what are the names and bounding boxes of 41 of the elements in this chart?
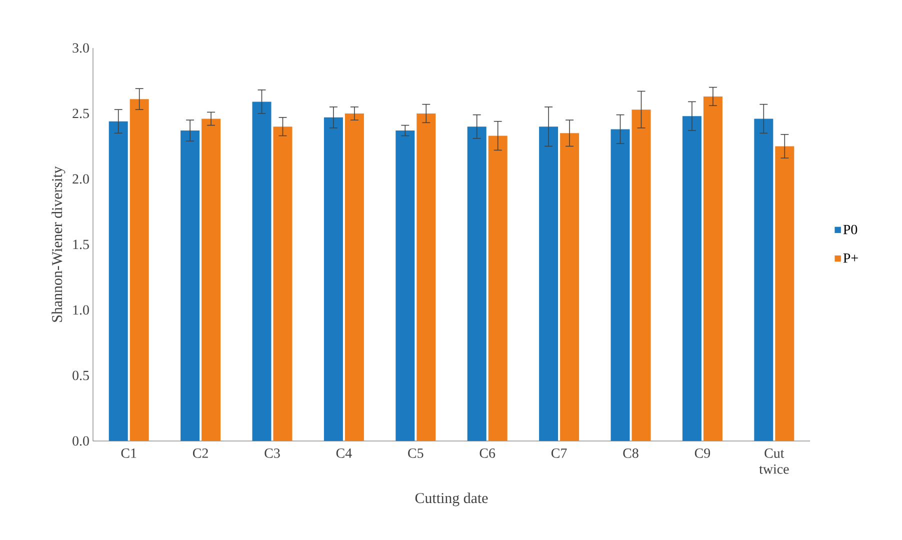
x-tick-label: C7 xyxy=(551,448,567,458)
bar xyxy=(108,121,128,441)
bar xyxy=(610,129,630,441)
bar xyxy=(632,110,651,441)
bar xyxy=(416,113,436,441)
y-tick-label: 2.0 xyxy=(72,174,89,184)
bar xyxy=(344,113,364,441)
bar xyxy=(682,116,702,441)
bar xyxy=(273,126,292,441)
y-axis-title: Shannon-Wiener diversity xyxy=(52,166,66,322)
x-tick-label: C3 xyxy=(264,448,280,458)
bar xyxy=(202,118,221,441)
bar xyxy=(560,133,580,441)
bar xyxy=(130,99,149,441)
bar xyxy=(775,146,794,441)
bar xyxy=(703,96,722,441)
x-tick-label: C1 xyxy=(121,448,136,458)
x-tick-label: Cut twice xyxy=(759,448,789,474)
y-tick-label: 3.0 xyxy=(72,43,89,53)
y-tick-label: 0.0 xyxy=(72,436,89,446)
x-tick-label: C2 xyxy=(192,448,208,458)
bar xyxy=(396,130,415,441)
x-tick-label: C4 xyxy=(336,448,352,458)
x-tick-label: C8 xyxy=(623,448,638,458)
bar xyxy=(488,136,508,441)
x-axis-title: Cutting date xyxy=(415,492,488,506)
bar xyxy=(539,126,558,441)
bar xyxy=(252,102,272,441)
bar xyxy=(324,117,343,441)
x-tick-label: C9 xyxy=(694,448,710,458)
y-tick-label: 0.5 xyxy=(72,370,89,380)
bar xyxy=(180,130,200,441)
legend-label: P0 xyxy=(843,224,858,234)
y-tick-label: 1.0 xyxy=(73,305,89,315)
bar xyxy=(754,118,774,441)
y-tick-label: 2.5 xyxy=(72,108,89,118)
y-tick-label: 1.5 xyxy=(73,240,89,250)
legend-label: P+ xyxy=(843,254,858,263)
x-tick-label: C5 xyxy=(408,448,424,458)
x-tick-label: C6 xyxy=(480,448,496,458)
bar xyxy=(467,126,486,441)
